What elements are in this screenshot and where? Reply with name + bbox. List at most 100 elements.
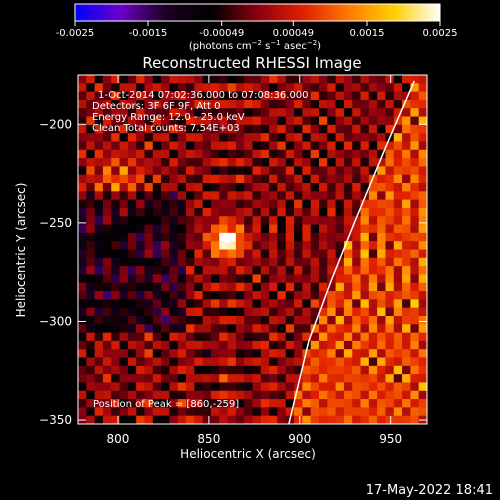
heatmap-cell [377,266,387,276]
heatmap-cell [343,207,353,217]
heatmap-cell [186,266,195,276]
heatmap-cell [269,99,279,109]
heatmap-cell [119,166,129,176]
heatmap-cell [360,340,370,350]
heatmap-cell [136,415,146,424]
heatmap-cell [410,291,420,300]
heatmap-cell [235,183,245,192]
heatmap-cell [252,232,262,242]
heatmap-cell [86,174,96,184]
heatmap-cell [144,332,154,342]
heatmap-cell [202,257,212,267]
heatmap-cell [285,158,295,168]
heatmap-cell [269,365,279,375]
heatmap-cell [119,407,129,417]
heatmap-cell [410,324,420,334]
heatmap-cell [410,332,420,342]
heatmap-cell [310,116,320,126]
heatmap-cell [177,249,187,259]
heatmap-cell [377,99,387,109]
heatmap-cell [294,75,303,84]
heatmap-cell [111,191,121,201]
heatmap-cell [111,75,121,84]
heatmap-cell [310,158,320,168]
heatmap-cell [343,116,353,126]
heatmap-cell [352,183,362,192]
heatmap-cell [152,224,162,234]
heatmap-cell [161,224,171,234]
heatmap-cell [310,324,320,334]
heatmap-cell [235,166,245,176]
heatmap-cell [252,191,262,201]
heatmap-cell [318,108,328,118]
heatmap-cell [152,83,162,93]
heatmap-cell [161,266,171,276]
heatmap-cell [227,216,237,226]
heatmap-cell [194,83,204,93]
heatmap-cell [94,149,104,159]
heatmap-cell [161,340,171,350]
heatmap-cell [78,166,87,176]
heatmap-cell [294,307,303,317]
heatmap-cell [368,224,378,234]
heatmap-cell [94,116,104,126]
heatmap-cell [335,324,345,334]
heatmap-cell [310,241,320,251]
heatmap-cell [119,124,129,134]
heatmap-cell [418,183,427,192]
heatmap-cell [318,315,328,325]
heatmap-cell [368,166,378,176]
heatmap-cell [260,174,270,184]
heatmap-cell [186,116,195,126]
heatmap-cell [102,374,112,384]
heatmap-cell [294,349,303,359]
heatmap-cell [277,75,287,84]
heatmap-cell [377,315,387,325]
heatmap-cell [227,374,237,384]
heatmap-cell [352,116,362,126]
heatmap-cell [169,415,179,424]
heatmap-cell [360,158,370,168]
heatmap-cell [111,91,121,101]
heatmap-cell [277,249,287,259]
heatmap-cell [393,241,403,251]
heatmap-cell [352,224,362,234]
heatmap-cell [194,315,204,325]
heatmap-cell [260,183,270,192]
heatmap-cell [152,133,162,143]
heatmap-cell [377,324,387,334]
heatmap-cell [302,191,312,201]
heatmap-cell [144,241,154,251]
heatmap-cell [169,407,179,417]
heatmap-cell [418,332,427,342]
heatmap-cell [78,257,87,267]
heatmap-cell [368,199,378,209]
heatmap-cell [335,116,345,126]
heatmap-cell [277,266,287,276]
heatmap-cell [152,332,162,342]
heatmap-cell [210,266,220,276]
heatmap-cell [252,108,262,118]
heatmap-cell [360,166,370,176]
heatmap-cell [335,174,345,184]
heatmap-cell [285,216,295,226]
heatmap-cell [410,274,420,284]
heatmap-cell [343,149,353,159]
heatmap-cell [327,349,337,359]
heatmap-cell [277,191,287,201]
heatmap-cell [310,332,320,342]
heatmap-cell [102,257,112,267]
heatmap-cell [343,75,353,84]
heatmap-cell [360,399,370,408]
heatmap-cell [269,133,279,143]
heatmap-cell [94,299,104,309]
heatmap-cell [335,216,345,226]
heatmap-cell [285,249,295,259]
heatmap-cell [78,274,87,284]
heatmap-cell [161,382,171,392]
heatmap-cell [186,241,195,251]
heatmap-cell [202,141,212,151]
heatmap-cell [318,249,328,259]
heatmap-cell [343,349,353,359]
heatmap-cell [152,415,162,424]
